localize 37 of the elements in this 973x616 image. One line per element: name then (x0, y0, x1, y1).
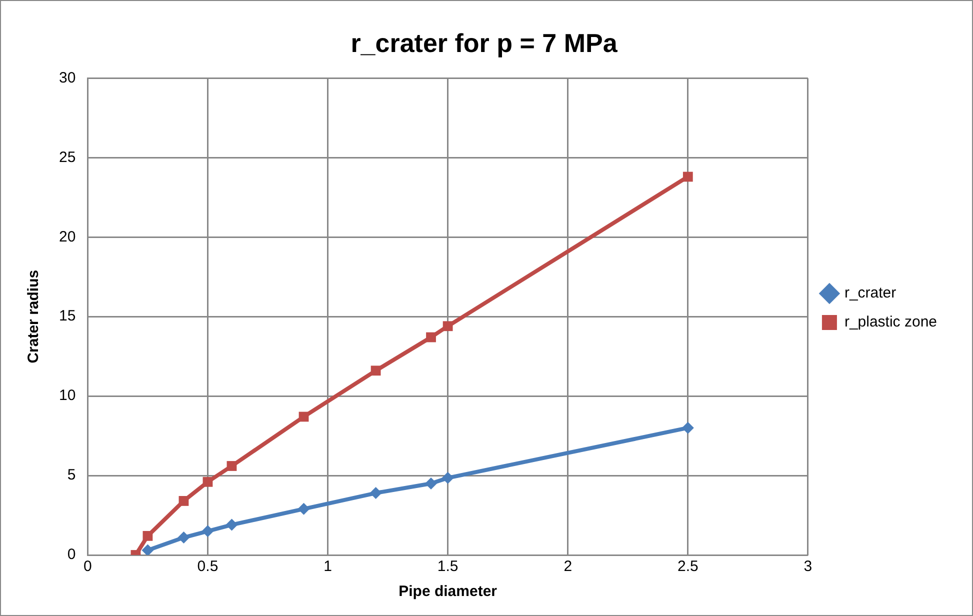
x-axis-title: Pipe diameter (398, 583, 498, 600)
point (682, 172, 693, 182)
point (142, 530, 153, 541)
point (442, 321, 453, 332)
x-tick-label: 2 (564, 558, 572, 576)
y-tick-label: 10 (58, 387, 76, 404)
legend-label: r_plastic zone (844, 314, 938, 331)
chart-title: r_crater for p = 7 MPa (350, 28, 618, 58)
y-tick-label: 5 (67, 466, 76, 484)
x-tick-label: 2.5 (677, 558, 698, 576)
point (226, 518, 238, 531)
x-tick-label: 1 (324, 558, 332, 576)
point (370, 487, 382, 500)
legend-label: r_crater (844, 284, 896, 302)
point (370, 366, 381, 376)
point (425, 477, 438, 490)
x-tick-label: 0.5 (197, 558, 218, 576)
point (298, 502, 310, 515)
x-tick-label: 1.5 (437, 558, 458, 576)
x-tick-label: 0 (84, 558, 92, 576)
y-tick-label: 30 (58, 69, 76, 86)
y-tick-label: 25 (58, 148, 76, 166)
point (142, 544, 154, 555)
point (682, 422, 694, 434)
point (442, 472, 454, 484)
point (202, 476, 213, 487)
y-tick-label: 0 (67, 546, 76, 564)
y-tick-label: 15 (58, 308, 76, 325)
point (202, 525, 214, 538)
point (226, 461, 237, 471)
point (178, 496, 189, 506)
point (178, 532, 190, 544)
y-axis-title: Crater radius (25, 270, 42, 364)
x-tick-label: 3 (804, 558, 812, 576)
y-tick-label: 20 (58, 228, 76, 246)
point (298, 412, 309, 422)
point (426, 332, 436, 342)
